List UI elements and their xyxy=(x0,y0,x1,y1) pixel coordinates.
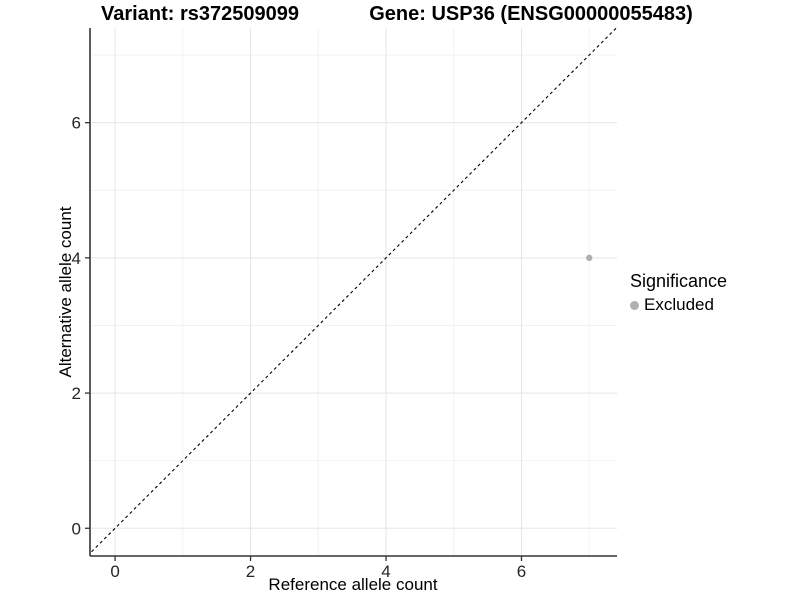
legend-item-label: Excluded xyxy=(644,295,714,314)
legend-item-excluded: Excluded xyxy=(630,295,727,315)
identity-reference-line xyxy=(90,28,617,555)
excluded-point-icon xyxy=(630,300,639,310)
y-tick-label: 0 xyxy=(72,519,81,538)
x-tick-label: 0 xyxy=(110,562,119,581)
legend: Significance Excluded xyxy=(630,271,727,315)
x-tick-label: 2 xyxy=(246,562,255,581)
x-axis-title: Reference allele count xyxy=(268,575,438,594)
y-tick-label: 4 xyxy=(72,249,81,268)
x-tick-label: 6 xyxy=(517,562,526,581)
y-tick-label: 2 xyxy=(72,384,81,403)
plot-title-gene: Gene: USP36 (ENSG00000055483) xyxy=(369,3,693,25)
data-point-excluded xyxy=(586,254,593,262)
plot-title-variant: Variant: rs372509099 xyxy=(101,3,299,25)
y-axis-title: Alternative allele count xyxy=(56,206,75,378)
legend-title: Significance xyxy=(630,271,728,291)
x-tick-label: 4 xyxy=(381,562,390,581)
y-tick-label: 6 xyxy=(72,114,81,133)
